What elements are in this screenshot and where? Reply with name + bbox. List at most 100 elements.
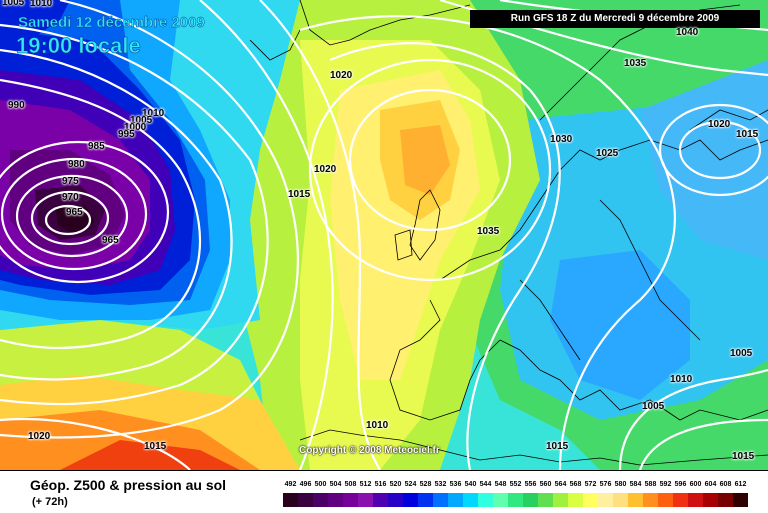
- scale-swatch: [628, 493, 643, 507]
- scale-swatch: [388, 493, 403, 507]
- weather-map: Samedi 12 décembre 2009 19:00 locale Run…: [0, 0, 768, 470]
- isobar-label: 985: [88, 141, 105, 152]
- scale-label: 540: [464, 481, 477, 488]
- scale-label: 512: [359, 481, 372, 488]
- scale-label: 520: [389, 481, 402, 488]
- scale-label: 524: [404, 481, 417, 488]
- scale-swatch: [523, 493, 538, 507]
- isobar-label: 1035: [477, 226, 500, 237]
- isobar-label: 990: [8, 100, 25, 111]
- scale-label: 592: [659, 481, 672, 488]
- scale-label: 496: [299, 481, 312, 488]
- coastlines: [249, 0, 768, 466]
- isobar-label: 1005: [642, 401, 665, 412]
- scale-label: 596: [674, 481, 687, 488]
- scale-label: 544: [479, 481, 492, 488]
- scale-label: 600: [689, 481, 702, 488]
- isobar-label: 1030: [550, 134, 573, 145]
- scale-swatch: [493, 493, 508, 507]
- scale-swatch: [583, 493, 598, 507]
- scale-label: 548: [494, 481, 507, 488]
- scale-label: 564: [554, 481, 567, 488]
- scale-label: 536: [449, 481, 462, 488]
- isobar-label: 1015: [288, 189, 311, 200]
- isobar-label: 1015: [144, 441, 167, 452]
- valid-time: 19:00 locale: [16, 33, 141, 59]
- isobar-label: 1020: [330, 70, 353, 81]
- isobar-label: 1000: [124, 122, 147, 133]
- isobar-label: 965: [102, 235, 119, 246]
- valid-date: Samedi 12 décembre 2009: [18, 14, 205, 31]
- scale-swatch: [403, 493, 418, 507]
- isobar-label: 1010: [142, 108, 165, 119]
- scale-label: 532: [434, 481, 447, 488]
- geopotential-field: [0, 0, 768, 470]
- scale-label: 508: [344, 481, 357, 488]
- run-info: Run GFS 18 Z du Mercredi 9 décembre 2009: [470, 10, 760, 28]
- scale-label: 552: [509, 481, 522, 488]
- isobar-label: 995: [118, 129, 135, 140]
- scale-swatch: [418, 493, 433, 507]
- isobar-label: 1020: [314, 164, 337, 175]
- scale-swatch: [703, 493, 718, 507]
- scale-swatch: [478, 493, 493, 507]
- scale-swatch: [688, 493, 703, 507]
- scale-label: 576: [599, 481, 612, 488]
- scale-swatch: [598, 493, 613, 507]
- isobar-label: 970: [62, 192, 79, 203]
- scale-label: 560: [539, 481, 552, 488]
- isobar-label: 1015: [736, 129, 759, 140]
- scale-label: 516: [374, 481, 387, 488]
- scale-swatch: [358, 493, 373, 507]
- isobar-label: 1010: [670, 374, 693, 385]
- isobar-label: 1025: [596, 148, 619, 159]
- scale-label: 588: [644, 481, 657, 488]
- isobar-label: 1020: [28, 431, 51, 442]
- scale-swatch: [613, 493, 628, 507]
- scale-label: 500: [314, 481, 327, 488]
- scale-swatch: [553, 493, 568, 507]
- scale-swatch: [643, 493, 658, 507]
- scale-label: 604: [704, 481, 717, 488]
- copyright: Copyright © 2008 Meteociel.fr: [299, 445, 440, 456]
- scale-label: 612: [734, 481, 747, 488]
- scale-label: 504: [329, 481, 342, 488]
- scale-swatch: [283, 493, 298, 507]
- isobar-label: 1005: [2, 0, 25, 8]
- isobar-label: 1010: [366, 420, 389, 431]
- isobar-label: 965: [66, 207, 83, 218]
- scale-swatch: [718, 493, 733, 507]
- scale-swatch: [448, 493, 463, 507]
- scale-swatch: [328, 493, 343, 507]
- isobar-label: 1005: [730, 348, 753, 359]
- scale-swatch: [673, 493, 688, 507]
- scale-swatch: [313, 493, 328, 507]
- scale-label: 528: [419, 481, 432, 488]
- isobar-label: 980: [68, 159, 85, 170]
- forecast-offset: (+ 72h): [32, 496, 68, 508]
- isobar-label: 1035: [624, 58, 647, 69]
- scale-swatch: [463, 493, 478, 507]
- scale-swatch: [733, 493, 748, 507]
- scale-swatch: [373, 493, 388, 507]
- scale-swatch: [508, 493, 523, 507]
- isobar-label: 1015: [732, 451, 755, 462]
- isobar-label: 975: [62, 176, 79, 187]
- isobar-label: 1010: [30, 0, 53, 9]
- isobar-label: 1015: [546, 441, 569, 452]
- scale-label: 584: [629, 481, 642, 488]
- scale-label: 492: [284, 481, 297, 488]
- scale-swatch: [433, 493, 448, 507]
- scale-swatch: [298, 493, 313, 507]
- scale-label: 568: [569, 481, 582, 488]
- scale-swatch: [658, 493, 673, 507]
- chart-title: Géop. Z500 & pression au sol: [30, 477, 227, 493]
- isobar-label: 1005: [130, 115, 153, 126]
- scale-swatch: [538, 493, 553, 507]
- scale-swatch: [568, 493, 583, 507]
- color-scale-bar: [283, 493, 748, 507]
- scale-label: 556: [524, 481, 537, 488]
- scale-label: 608: [719, 481, 732, 488]
- scale-label: 572: [584, 481, 597, 488]
- scale-label: 580: [614, 481, 627, 488]
